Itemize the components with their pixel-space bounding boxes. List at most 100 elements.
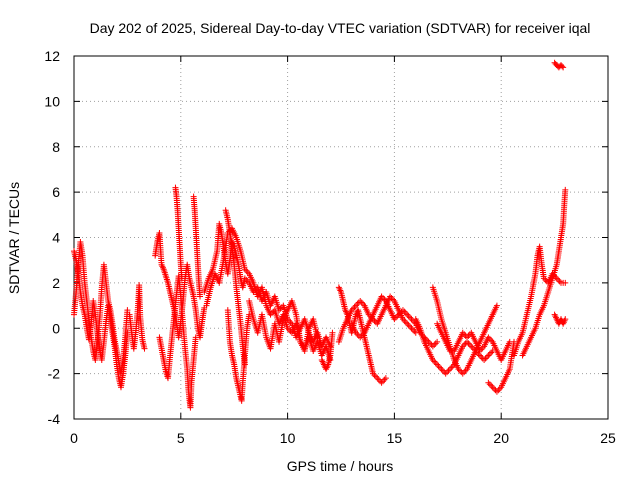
data-point	[491, 385, 498, 392]
series-seg-x	[551, 59, 567, 71]
data-point	[459, 370, 466, 377]
data-point	[442, 370, 449, 377]
data-point	[351, 304, 358, 311]
y-tick-label: 4	[52, 230, 60, 246]
x-tick-label: 10	[280, 430, 296, 446]
data-point	[482, 355, 489, 362]
data-point	[486, 381, 493, 388]
data-point	[445, 367, 452, 374]
data-point	[559, 63, 566, 70]
data-point	[378, 379, 385, 386]
data-point	[560, 64, 567, 71]
x-tick-label: 20	[493, 430, 509, 446]
data-point	[493, 302, 500, 309]
data-point	[374, 375, 381, 382]
data-point	[438, 366, 445, 373]
data-point	[124, 307, 131, 314]
y-tick-label: -2	[48, 366, 61, 382]
data-point	[555, 276, 562, 283]
data-point	[178, 275, 185, 282]
data-point	[465, 332, 472, 339]
data-point	[489, 384, 496, 391]
data-point	[357, 298, 364, 305]
data-point	[486, 350, 493, 357]
series-seg-c	[126, 282, 148, 352]
y-tick-label: 6	[52, 184, 60, 200]
data-point	[434, 338, 441, 345]
data-point	[448, 364, 455, 371]
data-point	[192, 334, 199, 341]
axis-ticks	[73, 55, 609, 420]
x-tick-label: 15	[387, 430, 403, 446]
series-seg-t	[485, 338, 518, 395]
data-point	[337, 287, 344, 294]
data-point	[478, 353, 485, 360]
y-tick-label: 10	[44, 93, 60, 109]
data-point	[141, 345, 148, 352]
y-tick-label: 2	[52, 275, 60, 291]
data-point	[407, 323, 414, 330]
y-tick-label: 0	[52, 320, 60, 336]
series-seg-v	[519, 186, 569, 359]
series-seg-m	[318, 329, 336, 373]
series-seg-w	[551, 311, 569, 327]
data-point	[432, 340, 439, 347]
data-points	[71, 59, 569, 411]
chart-title: Day 202 of 2025, Sidereal Day-to-day VTE…	[90, 20, 591, 36]
data-point	[434, 361, 441, 368]
data-point	[483, 353, 490, 360]
tick-labels: 0 5 10 15 20 25 -4 -2 0 2 4 6 8 10 12	[44, 48, 616, 446]
data-point	[488, 382, 495, 389]
data-point	[407, 314, 414, 321]
data-point	[314, 334, 321, 341]
data-point	[429, 343, 436, 350]
data-point	[241, 361, 248, 368]
data-point	[444, 369, 451, 376]
data-point	[402, 319, 409, 326]
data-point	[329, 329, 336, 336]
data-point	[461, 369, 468, 376]
y-tick-label: 12	[44, 48, 60, 64]
data-point	[408, 325, 415, 332]
data-point	[493, 388, 500, 395]
data-point	[354, 301, 361, 308]
data-point	[446, 366, 453, 373]
x-tick-label: 0	[70, 430, 78, 446]
data-point	[485, 352, 492, 359]
data-point	[405, 313, 412, 320]
data-point	[380, 378, 387, 385]
series-seg-j	[224, 307, 253, 404]
data-point	[382, 375, 389, 382]
data-point	[468, 343, 475, 350]
series-seg-k	[222, 207, 248, 368]
data-point	[488, 349, 495, 356]
data-point	[435, 363, 442, 370]
data-point	[466, 341, 473, 348]
data-point	[404, 311, 411, 318]
data-point	[562, 316, 569, 323]
series-seg-l	[246, 298, 321, 354]
series-seg-u	[511, 243, 569, 359]
data-point	[495, 387, 502, 394]
data-point	[436, 364, 443, 371]
data-point	[431, 341, 438, 348]
x-axis-label: GPS time / hours	[287, 458, 394, 474]
data-point	[464, 334, 471, 341]
data-point	[432, 360, 439, 367]
series-seg-e	[156, 273, 199, 411]
series-seg-h	[201, 220, 334, 350]
data-point	[405, 322, 412, 329]
grid	[74, 56, 608, 419]
data-point	[556, 278, 563, 285]
series-seg-b	[71, 239, 131, 377]
data-point	[465, 340, 472, 347]
data-point	[439, 367, 446, 374]
y-tick-label: -4	[48, 411, 61, 427]
data-point	[481, 357, 488, 364]
data-point	[358, 299, 365, 306]
data-point	[381, 376, 388, 383]
series-seg-s	[434, 320, 513, 364]
y-axis-label: SDTVAR / TECUs	[6, 182, 22, 294]
data-point	[562, 186, 569, 193]
